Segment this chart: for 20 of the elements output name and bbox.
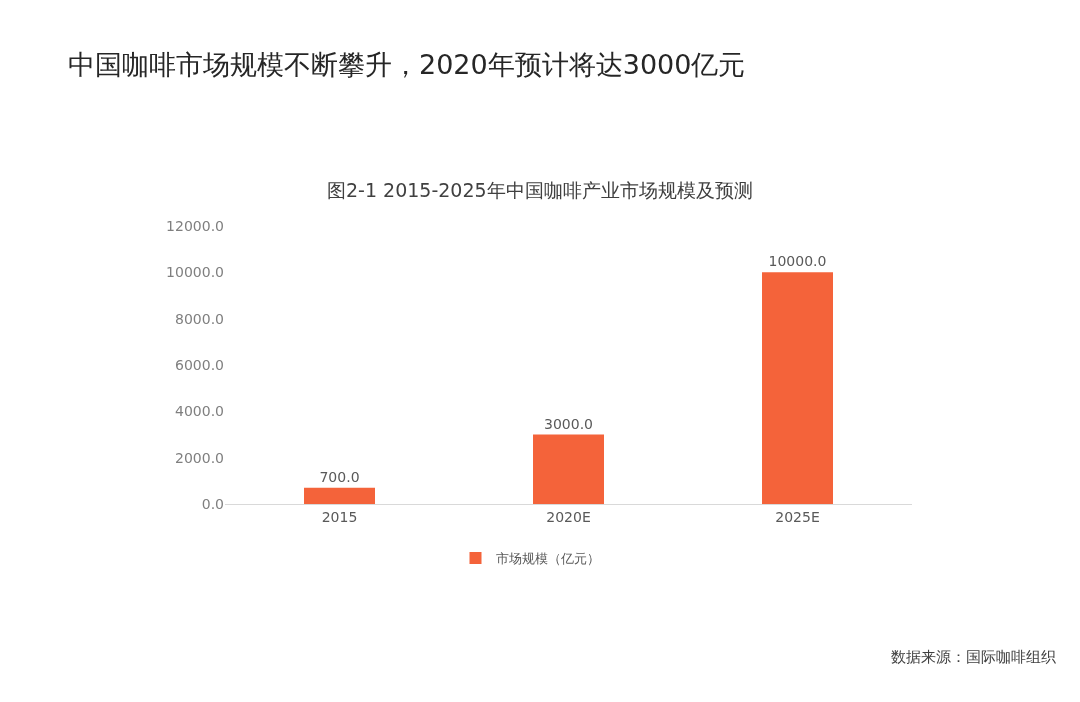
data-label: 700.0 [319, 468, 360, 485]
x-tick-label: 2025E [775, 508, 820, 525]
chart-subtitle: 图2-1 2015-2025年中国咖啡产业市场规模及预测 [327, 179, 753, 201]
y-tick-label: 4000.0 [175, 403, 224, 420]
bar [762, 272, 833, 504]
y-tick-label: 10000.0 [166, 264, 224, 281]
source-note: 数据来源：国际咖啡组织 [891, 648, 1056, 666]
chart-title: 中国咖啡市场规模不断攀升，2020年预计将达3000亿元 [68, 49, 746, 81]
data-label: 3000.0 [544, 415, 594, 432]
y-tick-label: 6000.0 [175, 356, 224, 373]
data-label: 10000.0 [768, 253, 827, 270]
legend-label: 市场规模（亿元） [495, 551, 600, 567]
y-tick-label: 12000.0 [166, 217, 224, 234]
y-tick-label: 8000.0 [175, 310, 224, 327]
x-tick-label: 2015 [321, 508, 358, 525]
bar [533, 434, 604, 504]
x-tick-label: 2020E [546, 508, 591, 525]
y-tick-label: 0.0 [201, 495, 224, 512]
bar [304, 487, 375, 504]
y-tick-label: 2000.0 [175, 449, 224, 466]
